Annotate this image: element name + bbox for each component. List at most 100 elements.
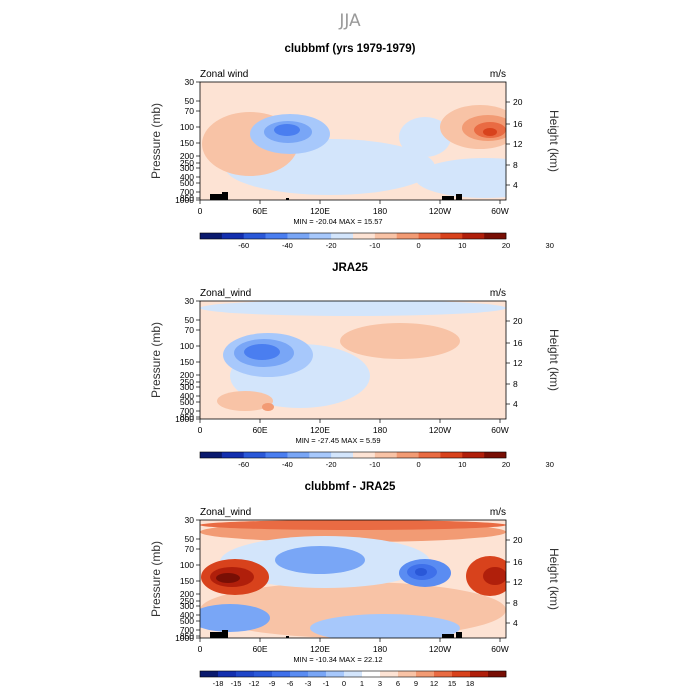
y-tick-label: 200 <box>180 151 194 161</box>
colorbar-swatch <box>236 671 255 677</box>
y-tick-label: 30 <box>185 77 195 87</box>
contour-region <box>217 391 273 411</box>
colorbar-swatch <box>200 452 223 458</box>
y-tick-label: 400 <box>180 172 194 182</box>
colorbar-swatch <box>265 233 288 239</box>
colorbar-tick-label: 30 <box>546 241 554 250</box>
colorbar-tick-label: -15 <box>231 679 242 688</box>
terrain-mask <box>286 198 289 200</box>
y-tick-label: 250 <box>180 158 194 168</box>
colorbar: -60 -40 -20 -10 0 10 20 30 <box>199 451 554 469</box>
colorbar-tick-label: 3 <box>378 679 382 688</box>
colorbar-swatch <box>308 671 327 677</box>
y-tick-label: 400 <box>180 391 194 401</box>
colorbar-swatch <box>374 452 398 458</box>
colorbar-tick-label: 20 <box>502 241 510 250</box>
x-tick-label: 0 <box>198 644 203 654</box>
y-tick-label: 850 <box>180 193 194 203</box>
y-tick-label: 70 <box>185 106 195 116</box>
colorbar-tick-label: 9 <box>414 679 418 688</box>
y-tick-label: 700 <box>180 187 194 197</box>
colorbar-swatch <box>287 452 310 458</box>
x-tick-label: 120W <box>429 206 451 216</box>
terrain-mask <box>442 634 454 638</box>
variable-label: Zonal_wind <box>200 288 251 299</box>
plot-frame <box>199 81 507 201</box>
y-right-tick-label: 4 <box>513 180 518 190</box>
panel-1: clubbmf (yrs 1979-1979) Zonal wind m/s 0 60E… <box>149 43 561 250</box>
panel-title: clubbmf - JRA25 <box>305 481 396 493</box>
x-tick-label: 180 <box>373 425 387 435</box>
contour-field <box>200 301 506 419</box>
contour-field <box>200 520 506 638</box>
y-tick-label: 200 <box>180 370 194 380</box>
colorbar-swatch <box>309 233 332 239</box>
x-tick-label: 60W <box>491 644 508 654</box>
colorbar-swatch <box>462 233 485 239</box>
colorbar-swatch <box>331 452 354 458</box>
y-tick-label: 250 <box>180 377 194 387</box>
colorbar-frame <box>199 670 507 678</box>
colorbar-swatch <box>380 671 399 677</box>
colorbar-swatch <box>462 452 485 458</box>
colorbar-swatch <box>362 671 381 677</box>
variable-label: Zonal wind <box>200 69 248 80</box>
contour-region <box>483 128 497 136</box>
colorbar-swatch <box>488 671 507 677</box>
colorbar-frame <box>199 232 507 240</box>
y-right-tick-label: 16 <box>513 557 523 567</box>
y-right-tick-label: 20 <box>513 97 523 107</box>
y-tick-label: 700 <box>180 625 194 635</box>
colorbar-tick-label: -60 <box>238 241 249 250</box>
plot-frame <box>199 300 507 420</box>
colorbar-swatch <box>243 452 266 458</box>
units-label: m/s <box>490 69 506 80</box>
units-label: m/s <box>490 507 506 518</box>
colorbar-tick-label: -1 <box>323 679 330 688</box>
y-tick-label: 850 <box>180 412 194 422</box>
y-tick-label: 30 <box>185 515 195 525</box>
colorbar-swatch <box>396 452 419 458</box>
y-tick-label: 700 <box>180 406 194 416</box>
y-tick-label: 850 <box>180 631 194 641</box>
y-tick-label: 500 <box>180 616 194 626</box>
colorbar-tick-label: -10 <box>369 460 380 469</box>
colorbar-tick-label: -9 <box>269 679 276 688</box>
colorbar-tick-label: 1 <box>360 679 364 688</box>
y-tick-label: 100 <box>180 341 194 351</box>
contour-region <box>340 323 460 359</box>
colorbar-tick-label: 12 <box>430 679 438 688</box>
y-tick-label: 300 <box>180 382 194 392</box>
y-tick-label: 50 <box>185 96 195 106</box>
colorbar-swatch <box>200 233 223 239</box>
contour-region <box>262 403 274 411</box>
contour-region <box>274 124 300 136</box>
x-tick-label: 60E <box>252 206 267 216</box>
y-right-tick-label: 12 <box>513 139 523 149</box>
y-tick-label: 150 <box>180 138 194 148</box>
y-tick-label: 100 <box>180 122 194 132</box>
colorbar-swatch <box>326 671 345 677</box>
colorbar: -60 -40 -20 -10 0 10 20 30 <box>199 232 554 250</box>
y-tick-label: 500 <box>180 397 194 407</box>
colorbar-tick-label: -20 <box>326 241 337 250</box>
colorbar-swatch <box>440 233 463 239</box>
y-tick-label: 400 <box>180 610 194 620</box>
y-tick-label: 300 <box>180 163 194 173</box>
x-tick-label: 0 <box>198 206 203 216</box>
y-right-tick-label: 16 <box>513 119 523 129</box>
colorbar-tick-label: 0 <box>416 460 420 469</box>
colorbar-tick-label: 18 <box>466 679 474 688</box>
colorbar-swatch <box>221 452 245 458</box>
y-tick-label: 150 <box>180 357 194 367</box>
y-tick-label: 70 <box>185 325 195 335</box>
figure-title: JJA <box>338 11 361 31</box>
colorbar-swatch <box>290 671 309 677</box>
y-tick-label: 50 <box>185 315 195 325</box>
y-right-tick-label: 12 <box>513 577 523 587</box>
colorbar-swatch <box>221 233 245 239</box>
colorbar-tick-label: -12 <box>249 679 260 688</box>
contour-region <box>216 573 240 583</box>
x-tick-label: 120E <box>310 206 330 216</box>
colorbar-frame <box>199 451 507 459</box>
